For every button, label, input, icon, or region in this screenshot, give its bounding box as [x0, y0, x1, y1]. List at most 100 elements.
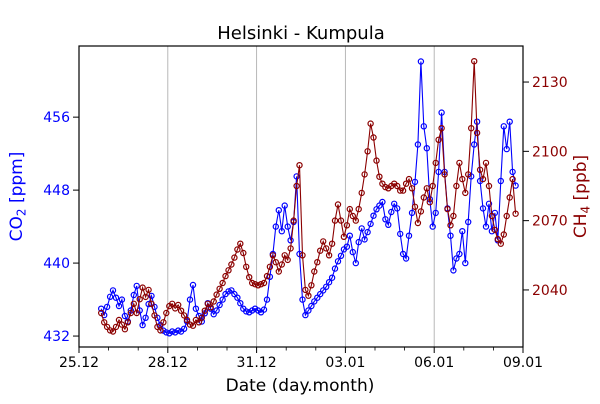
ch4-data-point: [97, 309, 105, 317]
co2-data-point: [234, 294, 241, 301]
co2-data-point: [391, 200, 398, 207]
ch4-data-point: [213, 291, 220, 298]
ch4-data-point: [459, 175, 466, 183]
ch4-data-point: [361, 171, 368, 178]
ch4-data-point: [485, 182, 493, 190]
co2-data-point: [471, 141, 478, 148]
ch4-data-point: [302, 286, 309, 294]
ch4-data-point: [482, 159, 490, 167]
co2-data-point: [163, 329, 170, 336]
co2-data-point: [343, 243, 351, 250]
co2-tick-label: 448: [43, 183, 70, 199]
ch4-data-point: [512, 210, 519, 217]
co2-data-point: [112, 294, 120, 301]
axis-ticks: [73, 81, 529, 353]
ch4-data-point: [420, 194, 427, 201]
co2-data-point: [281, 202, 288, 209]
ch4-data-point: [275, 268, 282, 275]
ch4-data-point: [447, 222, 454, 229]
co2-data-point: [497, 177, 504, 185]
co2-data-point: [429, 223, 436, 230]
co2-data-point: [225, 288, 232, 295]
ch4-data-point: [272, 259, 279, 266]
ch4-data-point: [465, 171, 472, 178]
co2-data-point: [462, 259, 469, 267]
co2-data-point: [130, 291, 137, 299]
ch4-data-point: [349, 212, 356, 220]
co2-data-point: [302, 311, 309, 319]
co2-data-point: [450, 267, 457, 274]
co2-data-point: [337, 252, 345, 259]
ch4-data-point: [195, 319, 203, 326]
ch4-data-point: [109, 328, 117, 335]
x-tick-label: 09.01: [503, 355, 543, 371]
ch4-data-point: [142, 293, 149, 301]
ch4-data-point: [438, 124, 445, 132]
ch4-data-point: [435, 136, 442, 143]
ch4-data-point: [225, 267, 232, 274]
x-tick-label: 06.01: [414, 355, 454, 371]
co2-data-point: [216, 301, 223, 309]
ch4-data-point: [352, 217, 359, 224]
ch4-data-point: [311, 268, 318, 275]
chart-title: Helsinki - Kumpula: [217, 23, 384, 44]
ch4-data-point: [201, 307, 208, 314]
co2-data-point: [180, 325, 188, 332]
ch4-data-point: [429, 182, 436, 190]
co2-data-point: [382, 216, 389, 223]
ch4-data-point: [411, 203, 419, 210]
ch4-data-point: [263, 272, 271, 280]
ch4-data-point: [251, 281, 259, 288]
ch4-data-point: [115, 316, 123, 324]
co2-data-point: [299, 296, 306, 303]
ch4-data-point: [367, 120, 374, 127]
plot-frame: [78, 45, 524, 348]
co2-data-point: [402, 255, 410, 262]
ch4-data-point: [340, 233, 348, 240]
co2-data-point: [438, 109, 445, 116]
co2-data-point: [379, 198, 386, 206]
co2-data-point: [213, 307, 220, 314]
ch4-data-point: [121, 326, 129, 333]
ch4-data-point: [417, 208, 425, 215]
co2-data-point: [479, 205, 487, 212]
co2-data-point: [325, 279, 333, 286]
co2-data-point: [189, 281, 197, 289]
ch4-data-point: [168, 300, 176, 307]
ch4-data-point: [160, 319, 167, 326]
ch4-data-point: [337, 217, 345, 224]
co2-data-point: [323, 283, 330, 290]
x-tick-label: 03.01: [325, 355, 365, 371]
ch4-data-point: [293, 182, 300, 190]
ch4-data-point: [112, 323, 120, 331]
co2-data-point: [168, 328, 176, 335]
ch4-data-point: [405, 175, 413, 183]
co2-data-point: [506, 118, 513, 125]
ch4-data-point: [473, 129, 481, 137]
ch4-data-point: [278, 261, 285, 268]
ch4-data-point: [198, 314, 205, 321]
ch4-data-point: [260, 279, 268, 287]
ch4-data-point: [497, 240, 504, 247]
ch4-data-point: [305, 292, 312, 299]
ch4-data-point: [394, 182, 401, 190]
co2-data-point: [408, 209, 416, 217]
ch4-data-point: [245, 274, 253, 281]
ch4-data-point: [325, 252, 333, 259]
ch4-data-point: [408, 185, 416, 192]
co2-data-point: [192, 305, 200, 312]
ch4-data-point: [323, 245, 330, 252]
co2-data-point: [399, 250, 407, 258]
ch4-data-point: [207, 304, 214, 311]
ch4-data-point: [228, 261, 235, 268]
ch4-data-point: [254, 282, 262, 289]
ch4-data-point: [210, 298, 217, 305]
ch4-data-point: [177, 307, 185, 314]
ch4-tick-label: 2100: [532, 144, 568, 160]
ch4-data-point: [399, 187, 407, 194]
ch4-data-point: [423, 185, 430, 192]
ch4-data-point: [462, 189, 469, 197]
co2-data-point: [293, 173, 300, 180]
ch4-tick-label: 2070: [532, 214, 568, 230]
